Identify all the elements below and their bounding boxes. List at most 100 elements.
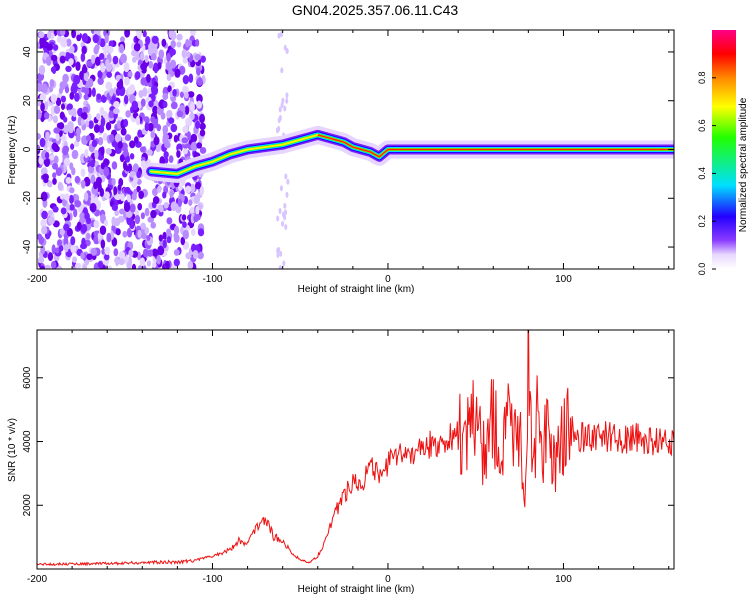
noise-speckle <box>70 236 76 246</box>
noise-speckle <box>139 257 146 267</box>
noise-speckle <box>181 214 187 221</box>
noise-speckle <box>70 244 77 254</box>
noise-speckle <box>286 178 290 185</box>
noise-speckle <box>69 162 74 170</box>
noise-speckle <box>81 237 86 247</box>
noise-speckle <box>166 73 172 82</box>
noise-speckle <box>81 45 87 55</box>
noise-speckle <box>197 228 205 237</box>
noise-speckle <box>112 108 120 115</box>
y-tick-label: -20 <box>22 191 33 206</box>
noise-speckle <box>184 91 189 99</box>
noise-speckle <box>199 146 207 154</box>
noise-speckle <box>105 148 112 155</box>
noise-speckle <box>182 125 189 134</box>
noise-speckle <box>52 44 59 51</box>
noise-speckle <box>123 76 130 86</box>
noise-speckle <box>75 262 82 269</box>
noise-speckle <box>188 40 193 47</box>
noise-speckle <box>37 42 41 49</box>
noise-speckle <box>182 148 188 155</box>
noise-speckle <box>200 55 206 63</box>
noise-speckle <box>119 36 125 43</box>
noise-speckle <box>144 55 149 63</box>
noise-speckle <box>164 157 169 164</box>
noise-speckle <box>81 66 88 74</box>
noise-speckle <box>38 31 45 39</box>
noise-speckle <box>187 91 195 98</box>
noise-speckle <box>112 55 119 65</box>
noise-speckle <box>185 117 193 127</box>
noise-speckle <box>123 118 129 128</box>
noise-speckle <box>69 187 75 194</box>
noise-speckle <box>137 129 143 138</box>
noise-speckle <box>52 115 58 124</box>
noise-speckle <box>62 73 69 84</box>
noise-speckle <box>89 202 97 213</box>
noise-speckle <box>38 64 46 75</box>
noise-speckle <box>194 54 202 61</box>
noise-speckle <box>72 108 77 118</box>
noise-speckle <box>69 204 75 211</box>
noise-speckle <box>84 148 89 159</box>
noise-speckle <box>95 176 102 185</box>
noise-speckle <box>164 260 170 269</box>
noise-speckle <box>46 31 52 39</box>
noise-speckle <box>162 100 168 109</box>
noise-speckle <box>148 60 154 69</box>
noise-speckle <box>44 111 50 120</box>
noise-speckle <box>162 129 168 137</box>
noise-speckle <box>73 208 78 218</box>
noise-speckle <box>83 73 89 81</box>
noise-speckle <box>125 110 131 118</box>
noise-speckle <box>69 45 75 53</box>
noise-speckle <box>99 52 105 60</box>
noise-speckle <box>100 162 105 170</box>
noise-speckle <box>195 120 201 129</box>
noise-speckle <box>100 117 106 127</box>
noise-speckle <box>152 196 160 205</box>
noise-speckle <box>146 260 152 267</box>
noise-speckle <box>146 73 151 83</box>
noise-speckle <box>115 228 121 236</box>
noise-speckle <box>128 84 136 95</box>
y-tick-label: 2000 <box>22 494 33 517</box>
noise-speckle <box>83 93 90 101</box>
noise-speckle <box>176 150 181 158</box>
noise-speckle <box>190 183 196 193</box>
noise-speckle <box>56 36 64 43</box>
noise-speckle <box>122 150 130 158</box>
x-tick-label: -100 <box>202 274 222 285</box>
noise-speckle <box>189 30 197 37</box>
noise-speckle <box>43 177 49 184</box>
noise-speckle <box>91 87 96 97</box>
noise-speckle <box>45 131 50 141</box>
noise-speckle <box>57 239 63 247</box>
noise-speckle <box>131 56 137 63</box>
noise-speckle <box>116 120 122 129</box>
noise-speckle <box>163 201 169 209</box>
noise-speckle <box>71 149 79 160</box>
noise-speckle <box>61 134 67 142</box>
noise-speckle <box>125 155 131 163</box>
noise-speckle <box>43 41 50 49</box>
noise-speckle <box>104 34 109 44</box>
noise-speckle <box>100 146 105 156</box>
noise-speckle <box>70 84 78 94</box>
noise-speckle <box>131 100 139 111</box>
noise-speckle <box>47 210 53 217</box>
noise-speckle <box>94 149 99 160</box>
noise-speckle <box>75 127 82 136</box>
noise-speckle <box>52 145 60 153</box>
noise-speckle <box>142 87 148 97</box>
noise-speckle <box>146 149 153 156</box>
noise-speckle <box>113 248 119 257</box>
noise-speckle <box>60 40 68 48</box>
noise-speckle <box>134 71 141 80</box>
noise-speckle <box>103 166 110 177</box>
noise-speckle <box>75 61 81 72</box>
noise-speckle <box>144 227 150 235</box>
noise-speckle <box>43 100 49 111</box>
noise-speckle <box>185 252 192 260</box>
x-tick-label: -200 <box>27 274 47 285</box>
